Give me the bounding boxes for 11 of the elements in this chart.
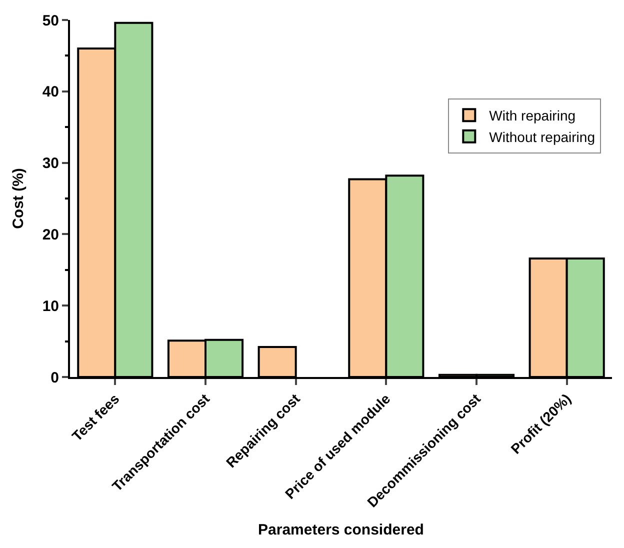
y-tick-label: 30	[42, 155, 59, 172]
y-tick-label: 10	[42, 298, 59, 315]
y-tick-label: 0	[50, 369, 59, 386]
y-tick-label: 50	[42, 12, 59, 30]
legend-label: With repairing	[489, 108, 576, 124]
x-axis-title: Parameters considered	[258, 522, 424, 539]
x-tick-label: Test fees	[68, 390, 122, 444]
y-tick-label: 20	[42, 226, 59, 244]
legend-label: Without repairing	[489, 128, 595, 145]
y-axis-title: Cost (%)	[10, 168, 28, 229]
y-tick-label: 40	[42, 84, 59, 101]
